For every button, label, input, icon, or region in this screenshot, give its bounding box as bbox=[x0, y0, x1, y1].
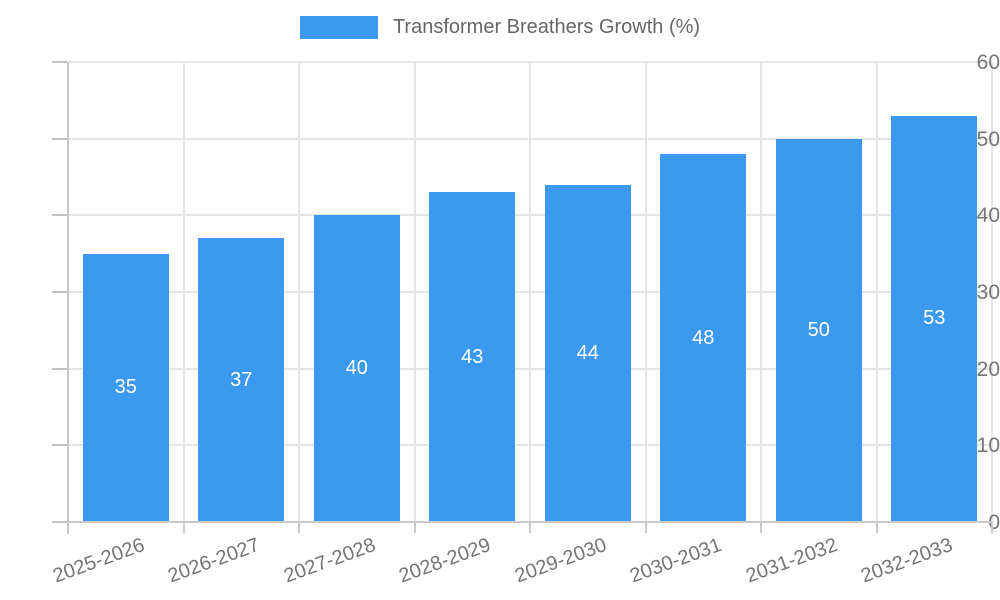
v-gridline bbox=[182, 62, 185, 522]
bar[interactable]: 35 bbox=[82, 253, 169, 522]
bar[interactable]: 50 bbox=[775, 138, 862, 522]
y-tick-label: 10 bbox=[976, 434, 1000, 458]
x-tick-label: 2027-2028 bbox=[280, 534, 379, 588]
bar-value-label: 37 bbox=[230, 368, 253, 391]
y-tick-mark bbox=[52, 521, 67, 523]
y-tick-label: 40 bbox=[976, 204, 1000, 228]
v-gridline bbox=[413, 62, 416, 522]
legend[interactable]: Transformer Breathers Growth (%) bbox=[0, 16, 1000, 39]
bar-value-label: 44 bbox=[576, 341, 599, 364]
x-tick-label: 2031-2032 bbox=[742, 534, 841, 588]
y-tick-label: 50 bbox=[976, 127, 1000, 151]
x-tick-mark bbox=[413, 522, 416, 533]
y-tick-mark bbox=[52, 61, 67, 63]
bar-value-label: 40 bbox=[345, 357, 368, 380]
y-tick-mark bbox=[52, 137, 67, 140]
x-tick-mark bbox=[760, 522, 762, 533]
y-tick-label: 60 bbox=[976, 51, 1000, 74]
x-axis-line bbox=[68, 521, 992, 523]
x-tick-label: 2030-2031 bbox=[627, 534, 725, 588]
x-tick-mark bbox=[529, 522, 531, 533]
v-gridline bbox=[529, 62, 531, 522]
v-gridline bbox=[298, 62, 300, 522]
y-tick-label: 0 bbox=[988, 511, 1000, 534]
x-tick-label: 2026-2027 bbox=[165, 534, 263, 588]
x-tick-label: 2028-2029 bbox=[396, 534, 494, 588]
bar-value-label: 43 bbox=[461, 345, 484, 368]
plot-area: 35 37 40 43 44 48 50 53 bbox=[68, 61, 993, 522]
bar[interactable]: 43 bbox=[429, 192, 516, 522]
v-gridline bbox=[760, 62, 762, 522]
bar-value-label: 50 bbox=[807, 318, 830, 341]
y-axis-line bbox=[67, 62, 69, 534]
v-gridline bbox=[644, 62, 647, 522]
x-tick-label: 2029-2030 bbox=[511, 534, 610, 588]
bar-value-label: 53 bbox=[923, 307, 946, 330]
x-tick-mark bbox=[991, 522, 993, 533]
bar-value-label: 35 bbox=[114, 376, 137, 399]
bar[interactable]: 53 bbox=[891, 115, 978, 522]
x-tick-label: 2025-2026 bbox=[49, 534, 148, 588]
x-tick-label: 2032-2033 bbox=[858, 534, 956, 588]
y-tick-mark bbox=[52, 367, 67, 370]
bar[interactable]: 48 bbox=[660, 154, 747, 522]
y-tick-mark bbox=[52, 214, 67, 217]
x-tick-mark bbox=[875, 522, 878, 533]
legend-label: Transformer Breathers Growth (%) bbox=[392, 16, 701, 38]
x-tick-mark bbox=[644, 522, 647, 533]
y-tick-label: 30 bbox=[976, 281, 1000, 304]
y-tick-mark bbox=[52, 444, 67, 447]
bar[interactable]: 37 bbox=[198, 238, 285, 522]
x-tick-mark bbox=[182, 522, 185, 533]
bar[interactable]: 40 bbox=[313, 215, 400, 522]
bar-value-label: 48 bbox=[692, 326, 715, 349]
legend-swatch[interactable] bbox=[299, 16, 378, 39]
bar[interactable]: 44 bbox=[544, 184, 631, 522]
y-tick-label: 20 bbox=[976, 357, 1000, 381]
v-gridline bbox=[875, 62, 878, 522]
v-gridline bbox=[991, 62, 993, 522]
x-tick-mark bbox=[298, 522, 300, 533]
y-tick-mark bbox=[52, 291, 67, 293]
